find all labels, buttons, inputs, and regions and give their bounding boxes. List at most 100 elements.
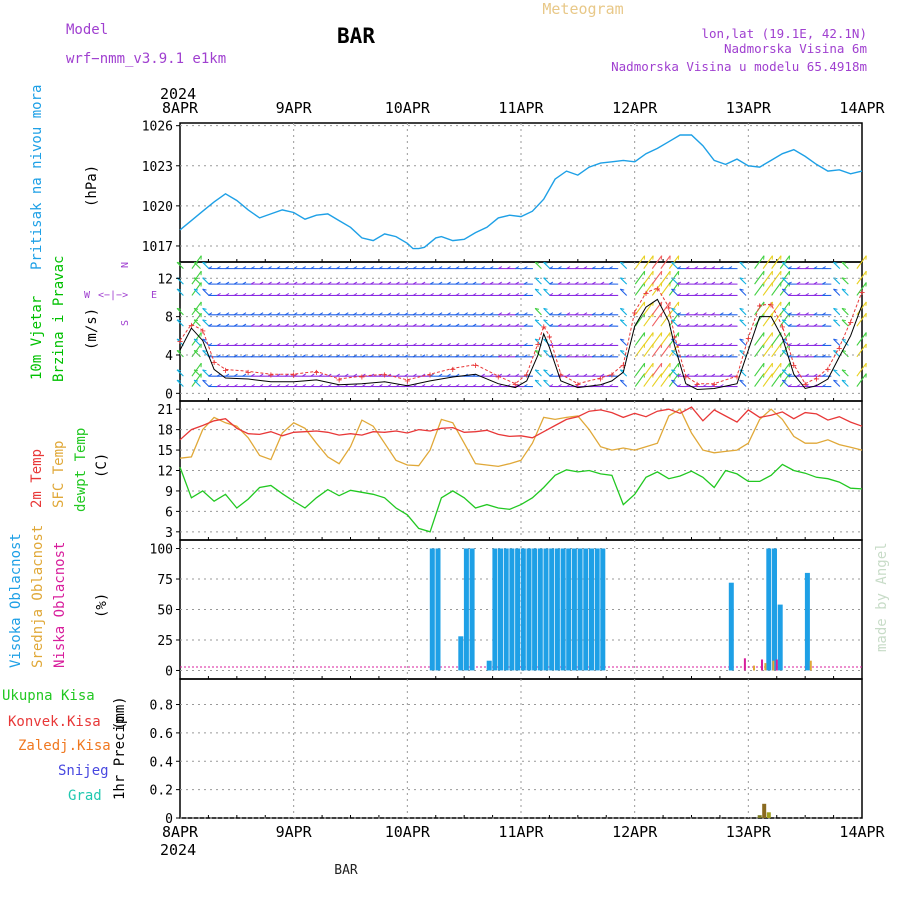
wind-barb-head bbox=[591, 312, 596, 316]
gust-marker: + bbox=[535, 339, 541, 350]
wind-barb-head bbox=[782, 307, 787, 310]
wind-barb-head bbox=[193, 369, 199, 372]
wind-barb-head bbox=[822, 384, 826, 387]
wind-barb-head bbox=[557, 266, 562, 270]
wind-barb-head bbox=[378, 266, 383, 270]
wind-barb-head bbox=[455, 384, 460, 387]
wind-unit: (m/s) bbox=[84, 308, 100, 350]
model-label: Model bbox=[66, 22, 108, 38]
wind-barb-head bbox=[233, 281, 238, 285]
wind-barb-head bbox=[344, 281, 349, 285]
pressure-y-ticks: 1017 1020 1023 1026 bbox=[142, 120, 180, 255]
wind-barb bbox=[651, 343, 663, 358]
wind-barb-head bbox=[202, 307, 207, 310]
wind-barb-head bbox=[719, 323, 724, 327]
wind-barb bbox=[651, 332, 663, 346]
cloud-bar-mid bbox=[772, 660, 775, 671]
wind-barb-head bbox=[344, 373, 349, 377]
wind-barb-head bbox=[694, 384, 699, 387]
wind-label-line1: 10m Vjetar bbox=[29, 296, 45, 380]
wind-barb-head bbox=[242, 292, 247, 296]
wind-barb bbox=[202, 319, 210, 327]
wind-barb-head bbox=[557, 384, 562, 387]
wind-barb bbox=[671, 277, 679, 285]
wind-barb bbox=[643, 373, 654, 387]
wind-barb-head bbox=[822, 323, 826, 327]
wind-barb-head bbox=[739, 379, 744, 382]
wind-barb bbox=[176, 277, 184, 285]
wind-barb-head bbox=[464, 342, 468, 346]
wind-barb-head bbox=[250, 281, 255, 285]
wind-barb-head bbox=[208, 266, 213, 270]
wind-barb bbox=[176, 261, 184, 270]
wind-barb-head bbox=[361, 292, 366, 296]
wind-barb-head bbox=[534, 369, 540, 372]
wind-barb-head bbox=[702, 342, 707, 346]
wind-barb-head bbox=[259, 281, 264, 285]
wind-barb-head bbox=[620, 277, 625, 280]
wind-barb-head bbox=[506, 354, 511, 358]
wind-barb-head bbox=[506, 312, 511, 316]
wind-barb-head bbox=[421, 342, 426, 346]
wind-barb bbox=[779, 332, 791, 346]
wind-barb-head bbox=[242, 354, 247, 358]
wind-barb-head bbox=[782, 288, 787, 291]
wind-barb-head bbox=[498, 323, 503, 327]
wind-barb-head bbox=[225, 384, 230, 387]
wind-barb bbox=[739, 277, 747, 285]
wind-barb-head bbox=[438, 373, 443, 377]
wind-barb-head bbox=[739, 277, 744, 280]
wind-barb-head bbox=[566, 312, 571, 316]
wind-barb-head bbox=[728, 342, 733, 346]
precip-frame bbox=[179, 678, 863, 819]
wind-barb-head bbox=[813, 373, 818, 377]
wind-barb-head bbox=[566, 342, 571, 346]
wind-barbs bbox=[176, 255, 867, 388]
wind-barb-head bbox=[412, 281, 417, 285]
y-tick-label: 75 bbox=[157, 573, 173, 588]
wind-barb bbox=[856, 255, 867, 269]
wind-barb-head bbox=[202, 288, 207, 291]
wind-barb-head bbox=[421, 373, 426, 377]
wind-barb-head bbox=[361, 323, 366, 327]
gust-marker: + bbox=[694, 380, 700, 391]
wind-barb-head bbox=[711, 342, 716, 346]
wind-barb-head bbox=[233, 292, 238, 296]
wind-barb-head bbox=[796, 292, 801, 296]
wind-barb-head bbox=[327, 373, 332, 377]
wind-barb bbox=[543, 277, 551, 285]
wind-barb-head bbox=[728, 266, 733, 270]
wind-barb-head bbox=[242, 312, 247, 316]
wind-barb bbox=[668, 332, 680, 346]
wind-barb bbox=[193, 350, 201, 358]
wind-barb-head bbox=[216, 281, 221, 285]
wind-barb-head bbox=[822, 342, 826, 346]
wind-barb-head bbox=[438, 312, 443, 316]
wind-barb bbox=[754, 332, 765, 346]
y-tick-label: 1020 bbox=[142, 200, 173, 215]
wind-barb bbox=[543, 379, 551, 387]
wind-barb-head bbox=[208, 373, 213, 377]
wind-barb-head bbox=[319, 342, 324, 346]
wind-barb-head bbox=[583, 342, 588, 346]
wind-barb bbox=[739, 319, 747, 327]
wind-barb-head bbox=[677, 384, 682, 387]
wind-barb-head bbox=[481, 354, 485, 358]
wind-barb-head bbox=[719, 342, 724, 346]
y-tick-label: 21 bbox=[157, 403, 173, 418]
cloud-bar-high bbox=[589, 548, 594, 671]
wind-barb-head bbox=[176, 307, 182, 310]
wind-barb-head bbox=[429, 312, 434, 316]
wind-barb bbox=[762, 282, 773, 296]
wind-barb-head bbox=[787, 373, 792, 377]
gust-marker: + bbox=[620, 361, 626, 372]
wind-barb bbox=[643, 255, 654, 269]
wind-barb-head bbox=[284, 323, 289, 327]
wind-barb bbox=[634, 255, 646, 269]
wind-barb-head bbox=[412, 292, 417, 296]
wind-barb-head bbox=[685, 354, 690, 358]
cloud-bar-mid bbox=[809, 660, 812, 671]
wind-barb-head bbox=[216, 342, 221, 346]
wind-barb bbox=[668, 282, 680, 296]
wind-barb-head bbox=[336, 354, 341, 358]
